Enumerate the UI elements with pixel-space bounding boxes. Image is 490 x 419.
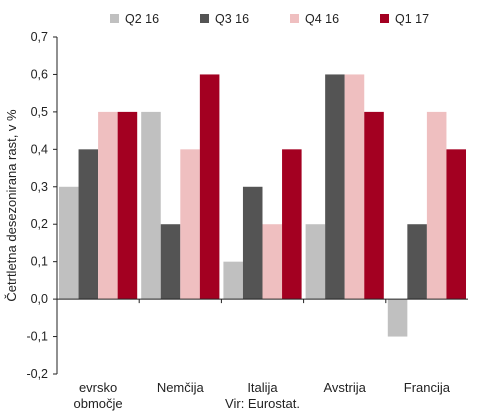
source-note: Vir: Eurostat.: [225, 396, 300, 411]
bar: [160, 224, 181, 300]
legend: Q2 16 Q3 16 Q4 16 Q1 17: [110, 12, 429, 26]
bar: [223, 261, 243, 300]
bar: [242, 186, 263, 300]
y-tick-label: 0,5: [31, 105, 48, 119]
bar: [282, 149, 302, 300]
legend-item: Q3 16: [200, 12, 249, 26]
bars: [59, 74, 466, 337]
legend-item: Q4 16: [290, 12, 339, 26]
x-category-label: Avstrija: [324, 380, 367, 395]
bar: [407, 224, 427, 300]
bar: [98, 111, 118, 300]
bar: [262, 224, 283, 300]
bar: [387, 299, 408, 337]
legend-label: Q3 16: [215, 12, 249, 26]
bar: [117, 111, 138, 300]
legend-item: Q2 16: [110, 12, 159, 26]
bar: [364, 111, 384, 300]
axes: [56, 37, 468, 374]
bar: [180, 149, 200, 300]
x-category-label: evrsko območje: [74, 380, 123, 411]
bar: [446, 149, 466, 300]
legend-label: Q1 17: [395, 12, 429, 26]
legend-swatch: [200, 14, 209, 23]
y-tick-label: 0,1: [31, 255, 48, 269]
y-tick-label: 0,0: [31, 292, 48, 306]
legend-label: Q4 16: [305, 12, 339, 26]
x-category-label: Italija: [247, 380, 278, 395]
x-category-label: Francija: [404, 380, 451, 395]
x-axis-categories: evrsko območje Nemčija Italija Avstrija Franc…: [74, 380, 451, 411]
x-category-label: Nemčija: [157, 380, 205, 395]
bar: [344, 74, 365, 300]
y-axis-label: Četrtletna desezonirana rast, v %: [4, 109, 19, 302]
bar: [78, 149, 99, 300]
bar: [141, 111, 161, 300]
y-tick-label: 0,7: [31, 30, 48, 44]
y-tick-label: -0,2: [26, 367, 48, 381]
bar: [199, 74, 220, 300]
bar: [426, 111, 447, 300]
legend-swatch: [290, 14, 299, 23]
y-tick-label: 0,3: [31, 180, 48, 194]
bar: [325, 74, 345, 300]
y-axis-ticks: 0,7 0,6 0,5 0,4 0,3 0,2 0,1 0,0 -0,1 -0,2: [26, 30, 57, 381]
y-tick-label: -0,1: [26, 330, 48, 344]
y-tick-label: 0,4: [31, 142, 48, 156]
bar: [59, 186, 79, 300]
y-tick-label: 0,6: [31, 67, 48, 81]
legend-swatch: [380, 14, 389, 23]
legend-label: Q2 16: [125, 12, 159, 26]
y-tick-label: 0,2: [31, 217, 48, 231]
legend-swatch: [110, 14, 119, 23]
bar: [305, 224, 326, 300]
legend-item: Q1 17: [380, 12, 429, 26]
